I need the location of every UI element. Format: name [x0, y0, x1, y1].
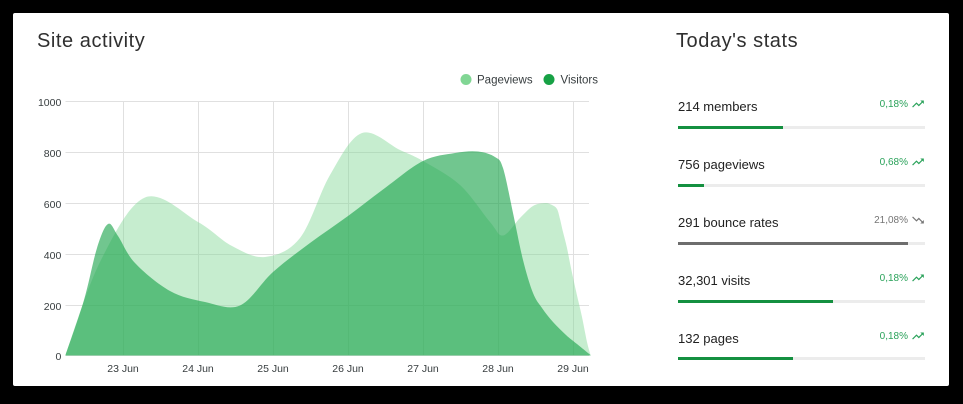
- svg-text:Visitors: Visitors: [561, 74, 599, 86]
- svg-text:28 Jun: 28 Jun: [482, 363, 514, 375]
- svg-text:26 Jun: 26 Jun: [332, 363, 364, 375]
- svg-text:25 Jun: 25 Jun: [257, 363, 289, 375]
- svg-text:Pageviews: Pageviews: [477, 74, 533, 86]
- svg-text:27 Jun: 27 Jun: [407, 363, 439, 375]
- svg-text:29 Jun: 29 Jun: [557, 363, 589, 375]
- svg-text:200: 200: [44, 301, 62, 313]
- svg-text:600: 600: [44, 199, 62, 211]
- svg-text:800: 800: [44, 148, 62, 160]
- svg-text:23 Jun: 23 Jun: [107, 363, 139, 375]
- svg-text:1000: 1000: [38, 97, 62, 109]
- svg-text:24 Jun: 24 Jun: [182, 363, 214, 375]
- svg-text:400: 400: [44, 250, 62, 262]
- svg-text:0: 0: [55, 351, 61, 363]
